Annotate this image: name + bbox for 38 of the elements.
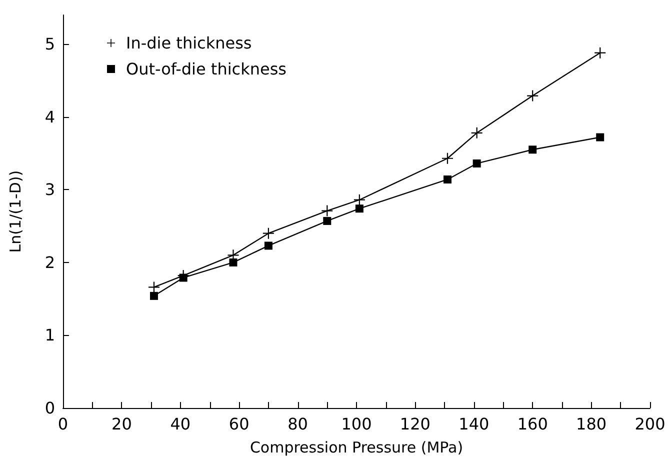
- y-tick-label: 2: [44, 252, 55, 272]
- x-tick-label: 0: [58, 414, 68, 434]
- point: [355, 204, 364, 213]
- x-axis-title: Compression Pressure (MPa): [250, 438, 464, 456]
- point: [596, 133, 604, 142]
- x-tick-label: 40: [170, 414, 191, 434]
- point: [594, 47, 606, 58]
- x-tick-label: 140: [458, 414, 490, 434]
- legend-label: In-die thickness: [126, 34, 252, 52]
- x-tick-label: 200: [634, 414, 666, 434]
- point: [528, 146, 537, 154]
- point: [471, 127, 482, 138]
- x-tick-label: 80: [288, 414, 308, 434]
- point: [323, 216, 332, 225]
- y-axis-title: Ln(1/(1-D)): [6, 170, 24, 253]
- y-tick-label: 0: [44, 398, 55, 418]
- point: [527, 90, 538, 102]
- y-tick-label: 1: [44, 326, 55, 345]
- legend-label: Out-of-die thickness: [126, 60, 287, 78]
- x-tick-label: 60: [228, 414, 250, 434]
- point: [322, 205, 333, 216]
- point: [148, 282, 160, 293]
- x-tick-label: 100: [341, 414, 372, 434]
- y-tick-label: 5: [44, 34, 55, 54]
- x-tick-label: 180: [576, 414, 607, 434]
- point: [472, 159, 481, 168]
- point: [262, 228, 274, 239]
- point: [264, 242, 272, 250]
- y-tick-label: 3: [44, 180, 55, 200]
- point: [229, 258, 238, 266]
- x-tick-label: 120: [400, 414, 430, 434]
- point: [443, 175, 452, 184]
- x-tick-label: 160: [517, 414, 548, 434]
- point: [354, 194, 365, 206]
- x-tick-label: 20: [112, 414, 132, 434]
- y-tick-label: 4: [44, 107, 55, 126]
- point: [442, 152, 453, 164]
- point: [150, 292, 158, 300]
